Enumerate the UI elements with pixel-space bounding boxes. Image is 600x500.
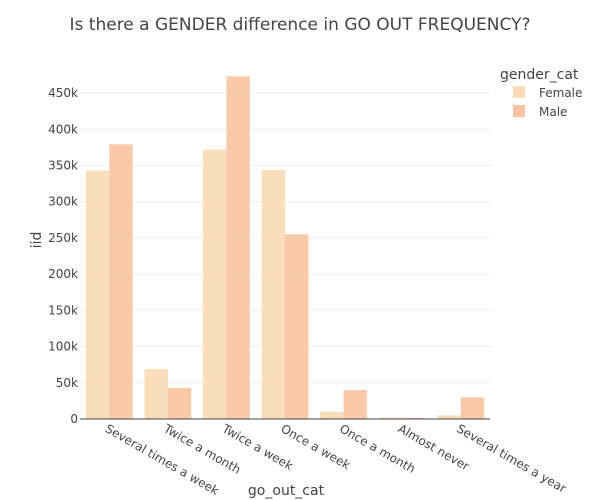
- bar-female[interactable]: [203, 149, 227, 419]
- y-tick-label: 150k: [48, 303, 78, 317]
- bar-male[interactable]: [226, 76, 250, 419]
- y-tick-label: 250k: [48, 231, 78, 245]
- bar-male[interactable]: [109, 144, 133, 419]
- bar-female[interactable]: [378, 417, 403, 419]
- bar-male[interactable]: [343, 390, 367, 419]
- legend-swatch-male: [513, 105, 525, 117]
- y-tick-label: 350k: [48, 158, 78, 172]
- bar-female[interactable]: [320, 411, 344, 419]
- legend-label-male: Male: [539, 105, 567, 119]
- bar-male[interactable]: [167, 387, 192, 419]
- bar-male[interactable]: [402, 417, 426, 419]
- y-tick-label: 0: [70, 412, 78, 426]
- bar-male[interactable]: [460, 397, 485, 419]
- x-axis-title: go_out_cat: [248, 483, 325, 499]
- legend-item-male[interactable]: Male: [513, 105, 567, 119]
- bars: [85, 76, 485, 419]
- chart-title: Is there a GENDER difference in GO OUT F…: [70, 15, 531, 35]
- legend-item-female[interactable]: Female: [513, 86, 582, 100]
- legend: gender_cat Female Male: [500, 67, 582, 119]
- y-axis-title: iid: [29, 232, 45, 249]
- bar-female[interactable]: [144, 369, 168, 419]
- y-tick-label: 300k: [48, 195, 78, 209]
- legend-swatch-female: [513, 86, 525, 98]
- y-tick-label: 400k: [48, 122, 78, 136]
- bar-female[interactable]: [85, 170, 110, 419]
- bar-female[interactable]: [437, 415, 461, 419]
- y-tick-labels: 0 50k 100k 150k 200k 250k 300k 350k 400k 450k: [48, 86, 78, 426]
- y-tick-label: 100k: [48, 340, 78, 354]
- y-tick-label: 450k: [48, 86, 78, 100]
- legend-label-female: Female: [539, 86, 582, 100]
- legend-title: gender_cat: [500, 67, 579, 83]
- y-tick-label: 50k: [56, 376, 78, 390]
- x-tick-label: Several times a year: [454, 421, 568, 495]
- bar-female[interactable]: [261, 169, 285, 419]
- y-tick-label: 200k: [48, 267, 78, 281]
- bar-male[interactable]: [285, 234, 309, 419]
